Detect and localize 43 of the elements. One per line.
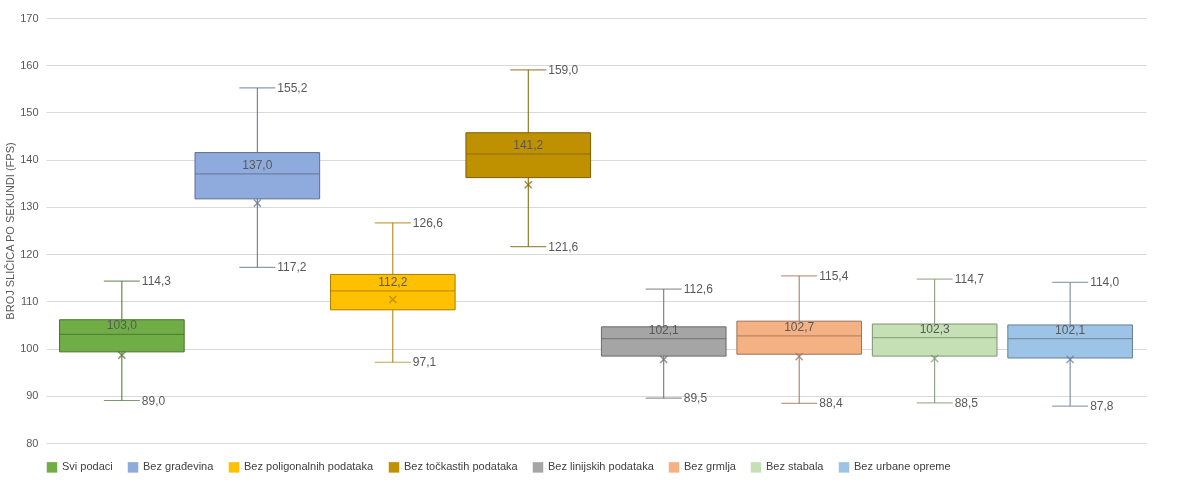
y-tick-label: 80 [26, 436, 39, 449]
annotation: 103,0 [106, 318, 138, 333]
annotation: 88,4 [819, 396, 843, 411]
legend-label: Bez stabala [766, 460, 825, 473]
y-tick-label: 110 [20, 294, 39, 307]
annotation: 89,5 [683, 391, 708, 406]
annotation: 141,2 [513, 138, 544, 152]
y-tick-label: 150 [20, 105, 39, 118]
y-tick-label: 130 [20, 200, 39, 213]
annotation: 115,4 [819, 268, 849, 283]
annotation: 112,2 [378, 274, 408, 289]
legend-label: Bez urbane opreme [854, 460, 951, 473]
legend-label: Bez linijskih podataka [548, 460, 655, 473]
annotation: 89,0 [141, 393, 166, 408]
annotation: 117,2 [277, 260, 307, 275]
y-tick-label: 160 [20, 58, 39, 71]
annotation: 114,0 [1090, 275, 1120, 290]
y-tick-label: 140 [20, 153, 39, 166]
annotation: 126,6 [412, 215, 444, 230]
annotation: 102,7 [784, 319, 815, 334]
annotation: 159,0 [548, 62, 579, 77]
annotation: 102,1 [648, 322, 680, 337]
legend-label: Bez poligonalnih podataka [244, 460, 374, 473]
y-axis-title: BROJ SLIČICA PO SEKUNDI (FPS) [4, 142, 17, 320]
legend-label: Svi podaci [62, 460, 113, 473]
annotation: 137,0 [242, 157, 273, 172]
annotation: 97,1 [412, 355, 437, 370]
annotation: 112,6 [683, 282, 714, 297]
y-tick-label: 100 [20, 342, 39, 355]
y-tick-label: 170 [20, 11, 39, 24]
y-tick-label: 90 [26, 389, 39, 402]
annotation: 155,2 [277, 80, 308, 95]
legend-label: Bez točkastih podataka [404, 460, 519, 473]
annotation: 102,1 [1055, 322, 1086, 337]
legend-label: Bez građevina [143, 460, 215, 473]
annotation: 88,5 [954, 395, 979, 410]
annotation: 102,3 [919, 321, 951, 336]
annotation: 121,6 [548, 239, 579, 254]
annotation: 114,3 [141, 274, 172, 289]
annotation: 114,7 [954, 272, 985, 287]
y-tick-label: 120 [20, 247, 39, 260]
legend-label: Bez grmlja [684, 460, 737, 473]
annotation: 87,8 [1090, 399, 1114, 414]
